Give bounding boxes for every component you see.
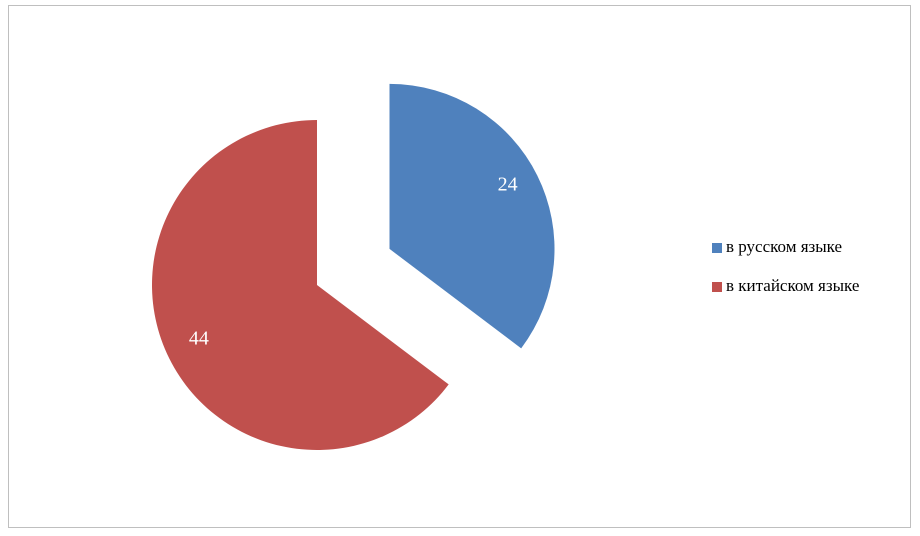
data-label: 44 bbox=[189, 327, 209, 349]
pie-slice bbox=[389, 83, 555, 349]
legend-label: в русском языке bbox=[726, 237, 842, 256]
legend-label: в китайском языке bbox=[726, 276, 859, 295]
data-label: 24 bbox=[498, 174, 518, 196]
legend-swatch bbox=[712, 243, 722, 253]
pie-slice bbox=[151, 120, 449, 450]
legend-swatch bbox=[712, 282, 722, 292]
